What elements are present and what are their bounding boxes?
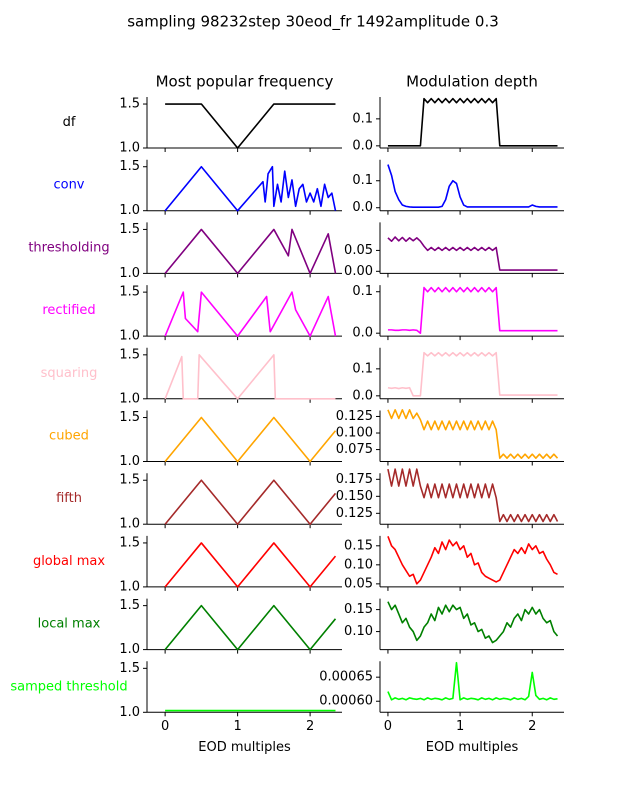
- line: [387, 409, 559, 459]
- y-tick-label: 1.5: [119, 159, 140, 174]
- y-tick-label: 0.125: [336, 506, 373, 521]
- y-tick-label: 1.0: [119, 517, 140, 532]
- line: [164, 354, 336, 400]
- y-tick-label: 0.05: [344, 576, 373, 591]
- x-tick-label: 0: [161, 719, 169, 734]
- y-tick-label: 1.0: [119, 266, 140, 281]
- x-axis-label: EOD multiples: [426, 740, 519, 755]
- line: [387, 286, 558, 334]
- y-tick-label: 0.0: [352, 388, 373, 403]
- y-tick-label: 0.05: [344, 243, 373, 258]
- y-tick-label: 1.0: [119, 579, 140, 594]
- x-tick-label: 0: [384, 719, 392, 734]
- y-tick-label: 1.0: [119, 141, 140, 156]
- y-tick-label: 0.1: [352, 173, 373, 188]
- line: [164, 479, 337, 525]
- row-label: rectified: [42, 303, 95, 318]
- y-tick-label: 0.1: [352, 111, 373, 126]
- y-tick-label: 1.5: [119, 285, 140, 300]
- panel-title: Most popular frequency: [156, 73, 334, 91]
- y-tick-label: 1.0: [119, 203, 140, 218]
- x-tick-label: 1: [233, 719, 241, 734]
- y-tick-label: 0.15: [344, 602, 373, 617]
- line: [387, 97, 558, 147]
- y-tick-label: 0.00: [344, 264, 373, 279]
- y-tick-label: 1.0: [119, 642, 140, 657]
- row-label: conv: [53, 178, 84, 193]
- x-axis-label: EOD multiples: [198, 740, 291, 755]
- line: [387, 351, 558, 397]
- line: [387, 468, 559, 523]
- y-tick-label: 0.00065: [319, 670, 373, 685]
- x-tick-label: 1: [456, 719, 464, 734]
- y-tick-label: 1.5: [119, 347, 140, 362]
- line: [164, 542, 337, 588]
- y-tick-label: 1.0: [119, 705, 140, 720]
- row-label: thresholding: [28, 240, 109, 255]
- y-tick-label: 0.1: [352, 284, 373, 299]
- y-tick-label: 1.5: [119, 598, 140, 613]
- row-label: cubed: [49, 429, 89, 444]
- y-tick-label: 0.15: [344, 538, 373, 553]
- y-tick-label: 1.5: [119, 97, 140, 112]
- y-tick-label: 1.0: [119, 454, 140, 469]
- line: [387, 236, 558, 271]
- line: [164, 228, 337, 275]
- line: [387, 535, 558, 585]
- line: [164, 604, 337, 651]
- y-tick-label: 0.0: [352, 326, 373, 341]
- line: [387, 661, 558, 701]
- y-tick-label: 0.075: [336, 442, 373, 457]
- y-tick-label: 1.0: [119, 391, 140, 406]
- figure-title: sampling 98232step 30eod_fr 1492amplitud…: [127, 13, 499, 32]
- y-tick-label: 0.100: [336, 426, 373, 441]
- y-tick-label: 1.5: [119, 222, 140, 237]
- line: [164, 165, 337, 212]
- row-label: global max: [33, 554, 105, 569]
- line: [387, 164, 558, 208]
- y-tick-label: 1.5: [119, 535, 140, 550]
- panel-title: Modulation depth: [406, 73, 538, 91]
- y-tick-label: 0.150: [336, 489, 373, 504]
- y-tick-label: 0.125: [336, 409, 373, 424]
- y-tick-label: 0.0: [352, 200, 373, 215]
- y-tick-label: 0.1: [352, 361, 373, 376]
- line: [164, 416, 337, 463]
- line: [164, 291, 337, 337]
- y-tick-label: 1.5: [119, 661, 140, 676]
- line: [387, 601, 559, 644]
- y-tick-label: 1.0: [119, 329, 140, 344]
- y-tick-label: 1.5: [119, 473, 140, 488]
- x-tick-label: 2: [306, 719, 314, 734]
- y-tick-label: 0.0: [352, 138, 373, 153]
- x-tick-label: 2: [528, 719, 536, 734]
- row-label: fifth: [56, 491, 82, 506]
- row-label: local max: [38, 617, 101, 632]
- row-label: squaring: [41, 366, 98, 381]
- y-tick-label: 0.10: [344, 624, 373, 639]
- row-label: df: [63, 115, 76, 130]
- y-tick-label: 0.175: [336, 472, 373, 487]
- line: [165, 103, 336, 149]
- y-tick-label: 1.5: [119, 410, 140, 425]
- y-tick-label: 0.10: [344, 557, 373, 572]
- row-label: samped threshold: [10, 679, 127, 694]
- y-tick-label: 0.00060: [319, 694, 373, 709]
